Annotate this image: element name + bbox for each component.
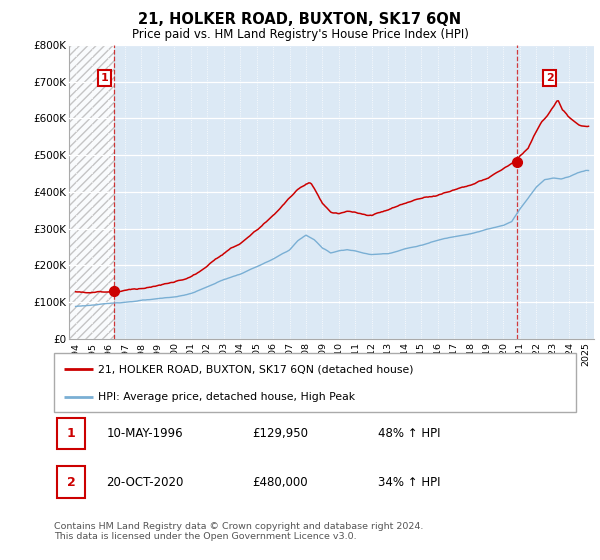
FancyBboxPatch shape — [56, 466, 85, 498]
Text: 34% ↑ HPI: 34% ↑ HPI — [377, 475, 440, 489]
Text: 2: 2 — [545, 73, 553, 83]
Text: 1: 1 — [67, 427, 76, 440]
Text: 10-MAY-1996: 10-MAY-1996 — [106, 427, 183, 440]
Text: HPI: Average price, detached house, High Peak: HPI: Average price, detached house, High… — [98, 392, 355, 402]
Text: £129,950: £129,950 — [253, 427, 308, 440]
FancyBboxPatch shape — [56, 418, 85, 449]
Text: 1: 1 — [101, 73, 109, 83]
FancyBboxPatch shape — [54, 353, 576, 412]
Text: 2: 2 — [67, 475, 76, 489]
Text: 21, HOLKER ROAD, BUXTON, SK17 6QN (detached house): 21, HOLKER ROAD, BUXTON, SK17 6QN (detac… — [98, 364, 414, 374]
Text: Contains HM Land Registry data © Crown copyright and database right 2024.
This d: Contains HM Land Registry data © Crown c… — [54, 522, 424, 542]
Bar — [69, 45, 115, 339]
Text: 21, HOLKER ROAD, BUXTON, SK17 6QN: 21, HOLKER ROAD, BUXTON, SK17 6QN — [139, 12, 461, 27]
Text: 48% ↑ HPI: 48% ↑ HPI — [377, 427, 440, 440]
Text: £480,000: £480,000 — [253, 475, 308, 489]
Text: 20-OCT-2020: 20-OCT-2020 — [106, 475, 184, 489]
Text: Price paid vs. HM Land Registry's House Price Index (HPI): Price paid vs. HM Land Registry's House … — [131, 28, 469, 41]
